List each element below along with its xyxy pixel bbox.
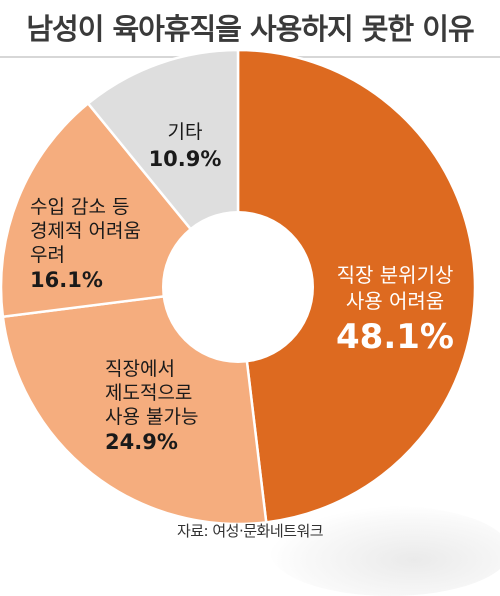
slice-label-3-line-3: 우려 (30, 244, 65, 266)
slice-label-1-line-1: 직장 분위기상 (337, 263, 454, 287)
slice-label-2-line-1: 직장에서 (105, 358, 175, 380)
slice-label-3-line-1: 수입 감소 등 (30, 196, 129, 218)
donut-hole (162, 211, 314, 363)
slice-value-4: 10.9% (149, 147, 222, 171)
slice-label-1-line-2: 사용 어려움 (346, 289, 444, 313)
slice-value-2: 24.9% (105, 430, 178, 454)
slice-label-2-line-2: 제도적으로 (105, 382, 192, 404)
slice-label-3-line-2: 경제적 어려움 (30, 220, 141, 242)
slice-label-4-line-1: 기타 (168, 121, 203, 143)
slice-value-3: 16.1% (30, 268, 103, 292)
chart-title: 남성이 육아휴직을 사용하지 못한 이유 (26, 12, 474, 46)
donut-slice-1 (236, 48, 477, 524)
source-note: 자료: 여성·문화네트워크 (176, 522, 324, 540)
slice-label-2-line-3: 사용 불가능 (105, 406, 198, 428)
slice-value-1: 48.1% (336, 317, 454, 357)
